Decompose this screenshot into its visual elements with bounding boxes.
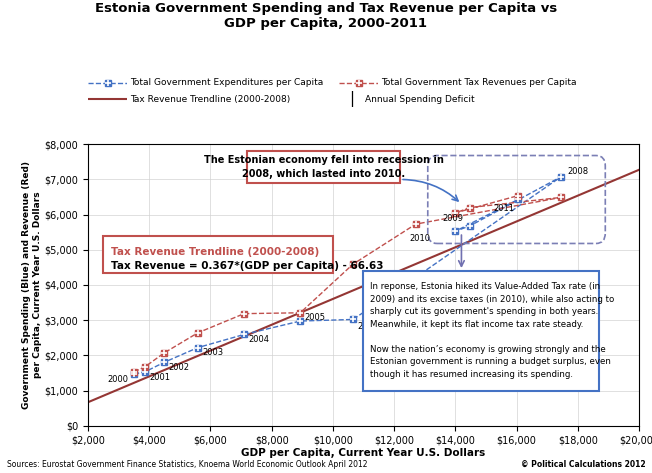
Text: Sources: Eurostat Government Finance Statistics, Knoema World Economic Outlook A: Sources: Eurostat Government Finance Sta… xyxy=(7,460,367,469)
Text: Annual Spending Deficit: Annual Spending Deficit xyxy=(365,95,475,104)
FancyBboxPatch shape xyxy=(364,271,599,391)
Text: 2010: 2010 xyxy=(409,234,430,243)
Text: 2005: 2005 xyxy=(305,313,326,322)
Text: Total Government Tax Revenues per Capita: Total Government Tax Revenues per Capita xyxy=(381,78,577,88)
Text: |: | xyxy=(349,91,354,107)
Text: © Political Calculations 2012: © Political Calculations 2012 xyxy=(521,460,645,469)
Text: 2003: 2003 xyxy=(202,349,224,358)
Text: 2006: 2006 xyxy=(357,322,379,331)
FancyBboxPatch shape xyxy=(247,151,400,183)
FancyBboxPatch shape xyxy=(103,236,333,272)
Text: Total Government Expenditures per Capita: Total Government Expenditures per Capita xyxy=(130,78,323,88)
Text: The Estonian economy fell into recession in: The Estonian economy fell into recession… xyxy=(204,155,443,165)
Text: 2008, which lasted into 2010.: 2008, which lasted into 2010. xyxy=(242,169,406,179)
Text: 2004: 2004 xyxy=(248,335,270,344)
X-axis label: GDP per Capita, Current Year U.S. Dollars: GDP per Capita, Current Year U.S. Dollar… xyxy=(241,448,486,458)
Text: Tax Revenue = 0.367*(GDP per Capita) - 66.63: Tax Revenue = 0.367*(GDP per Capita) - 6… xyxy=(111,261,383,271)
Text: Estonia Government Spending and Tax Revenue per Capita vs
GDP per Capita, 2000-2: Estonia Government Spending and Tax Reve… xyxy=(95,2,557,30)
Text: 2009: 2009 xyxy=(442,214,464,223)
Y-axis label: Government Spending (Blue) and Revenue (Red)
per Capita, Current Year U.S. Dolla: Government Spending (Blue) and Revenue (… xyxy=(22,161,42,409)
Text: 2002: 2002 xyxy=(169,363,190,372)
Text: Tax Revenue Trendline (2000-2008): Tax Revenue Trendline (2000-2008) xyxy=(111,246,319,256)
Text: 2007: 2007 xyxy=(421,280,441,289)
Text: In reponse, Estonia hiked its Value-Added Tax rate (in
2009) and its excise taxe: In reponse, Estonia hiked its Value-Adde… xyxy=(370,282,614,379)
Text: 2001: 2001 xyxy=(149,373,170,382)
Text: Tax Revenue Trendline (2000-2008): Tax Revenue Trendline (2000-2008) xyxy=(130,95,291,104)
Text: 2008: 2008 xyxy=(567,167,589,176)
Text: 2011: 2011 xyxy=(494,204,514,213)
Text: 2000: 2000 xyxy=(107,375,128,384)
